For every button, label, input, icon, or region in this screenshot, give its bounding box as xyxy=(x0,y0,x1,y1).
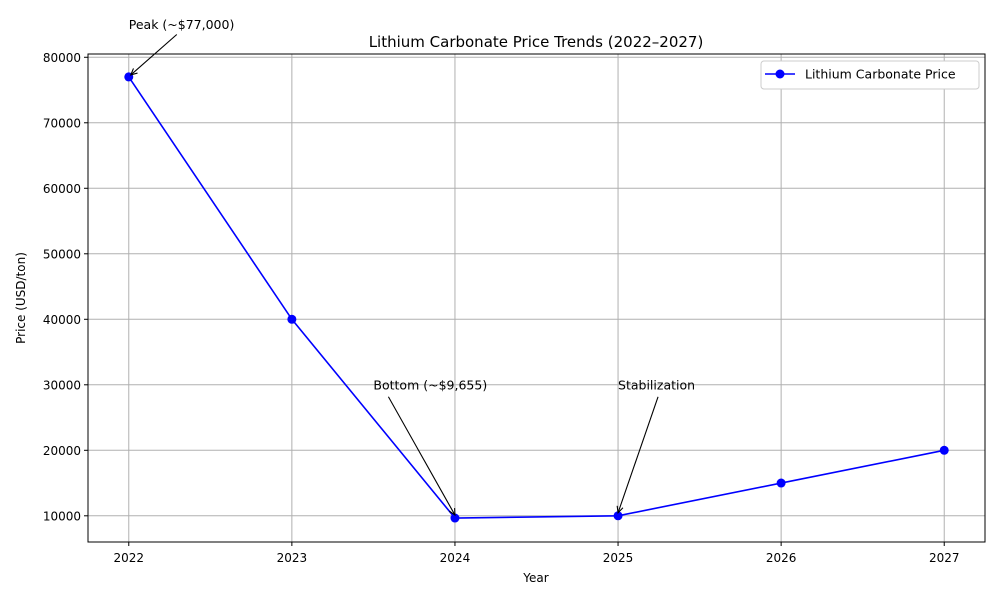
annotation-label: Peak (~$77,000) xyxy=(129,17,235,32)
data-point xyxy=(939,445,949,455)
y-tick-label: 10000 xyxy=(43,509,81,523)
legend-box xyxy=(760,60,980,90)
chart-title: Lithium Carbonate Price Trends (2022–202… xyxy=(369,33,704,51)
annotations: Peak (~$77,000) Bottom (~$9,655) Stabiliza… xyxy=(129,17,695,517)
y-tick-label: 80000 xyxy=(43,51,81,65)
x-tick-label: 2022 xyxy=(113,551,144,565)
y-tick-label: 70000 xyxy=(43,116,81,130)
ticks: 2022 2023 2024 2025 2026 2027 10000 20000 30000 4… xyxy=(43,51,960,565)
y-tick-label: 60000 xyxy=(43,182,81,196)
y-tick-label: 20000 xyxy=(43,444,81,458)
series-line xyxy=(128,76,945,519)
x-tick-label: 2027 xyxy=(929,551,960,565)
legend-marker xyxy=(775,69,785,79)
x-tick-label: 2024 xyxy=(440,551,471,565)
annotation-arrowhead xyxy=(129,68,138,76)
data-point xyxy=(287,314,297,324)
x-axis-label: Year xyxy=(522,571,548,585)
y-tick-label: 40000 xyxy=(43,313,81,327)
annotation-arrow xyxy=(617,396,659,513)
annotation-arrow xyxy=(130,34,178,76)
data-point xyxy=(776,478,786,488)
data-point xyxy=(450,513,460,523)
annotation-label: Bottom (~$9,655) xyxy=(373,377,487,392)
y-axis-label: Price (USD/ton) xyxy=(14,252,28,344)
plot-frame xyxy=(87,53,986,543)
legend-label: Lithium Carbonate Price xyxy=(805,67,956,82)
annotation-arrowhead xyxy=(448,508,456,517)
y-tick-label: 30000 xyxy=(43,378,81,392)
x-tick-label: 2025 xyxy=(603,551,634,565)
series-layer xyxy=(124,72,949,523)
annotation-label: Stabilization xyxy=(618,377,695,392)
x-tick-label: 2026 xyxy=(766,551,797,565)
y-tick-label: 50000 xyxy=(43,247,81,261)
annotation-arrow xyxy=(387,396,456,516)
x-tick-label: 2023 xyxy=(277,551,308,565)
grid xyxy=(88,54,985,542)
data-point xyxy=(613,511,623,521)
legend: Lithium Carbonate Price xyxy=(760,60,980,90)
annotation-arrowhead xyxy=(616,505,624,514)
